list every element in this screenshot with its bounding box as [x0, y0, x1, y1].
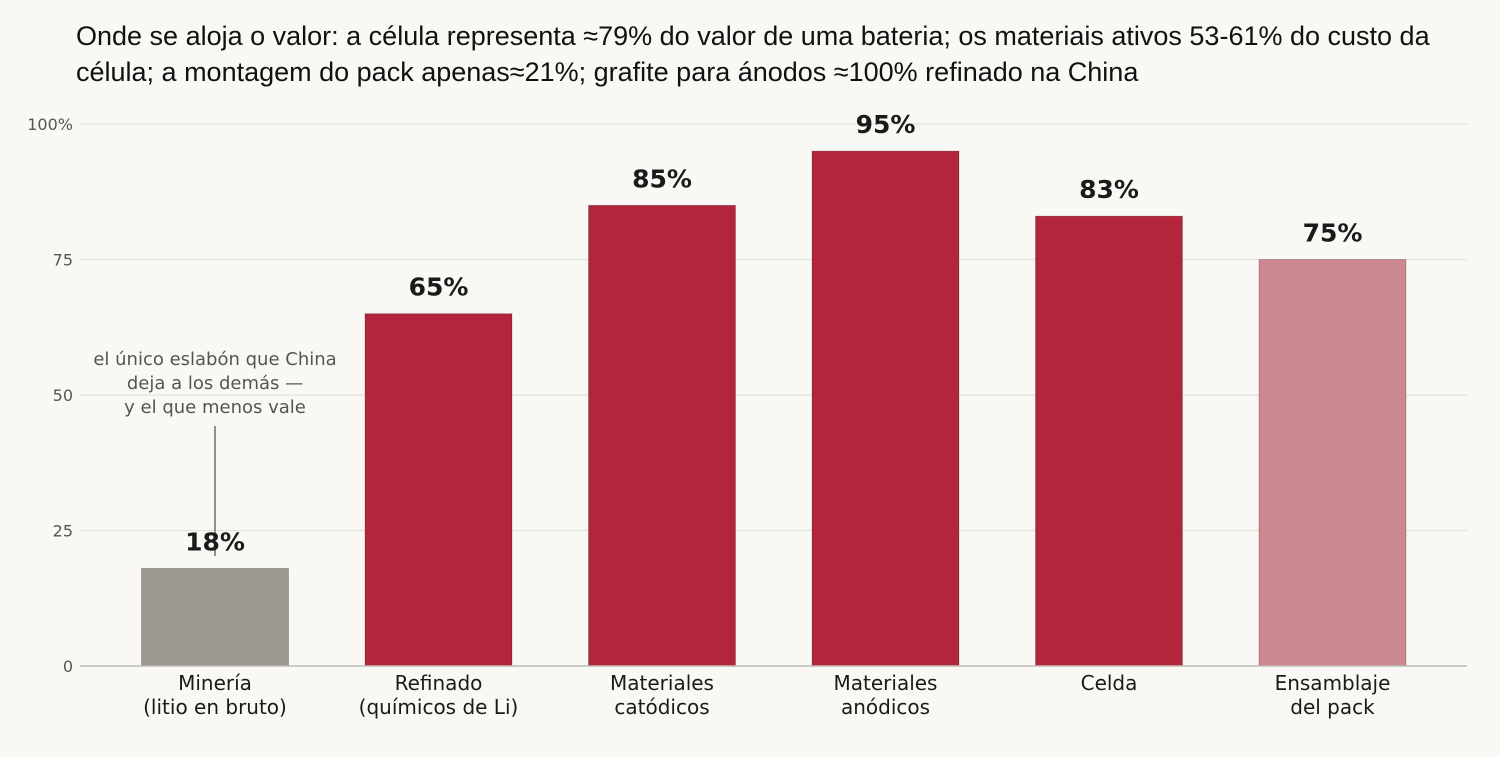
y-axis-tick-labels: 0 25 50 75 100% [27, 115, 73, 676]
y-tick-label: 75 [53, 251, 73, 270]
x-category-label: (litio en bruto) [143, 695, 287, 719]
y-tick-label: 25 [53, 522, 73, 541]
bar [588, 204, 736, 667]
x-category-label: Materiales [610, 671, 714, 695]
value-label: 65% [409, 273, 469, 302]
grid-lines [80, 123, 1467, 532]
annotation-text: el único eslabón que China [93, 349, 336, 370]
value-label: 95% [856, 110, 916, 139]
x-category-label: (químicos de Li) [359, 695, 519, 719]
value-label: 85% [632, 164, 692, 193]
value-label: 18% [185, 527, 245, 556]
x-category-label: anódicos [841, 695, 930, 719]
x-category-label: Minería [178, 671, 252, 695]
y-tick-label: 50 [53, 386, 73, 405]
x-category-label: Materiales [834, 671, 938, 695]
bar [1035, 215, 1183, 667]
x-category-label: catódicos [614, 695, 709, 719]
bar [1258, 259, 1407, 667]
bar [141, 568, 289, 667]
annotation-text: y el que menos vale [124, 397, 306, 418]
y-tick-label: 0 [63, 657, 73, 676]
bars [141, 150, 1407, 667]
value-labels: 18% 65% 85% 95% 83% 75% [185, 110, 1362, 556]
bar [364, 313, 513, 667]
value-label: 75% [1303, 219, 1363, 248]
x-category-label: Ensamblaje [1275, 671, 1391, 695]
bar [811, 150, 960, 667]
chart-title: Onde se aloja o valor: a célula represen… [76, 21, 1430, 87]
x-category-label: Refinado [395, 671, 483, 695]
annotation-text: deja a los demás — [127, 373, 303, 394]
y-tick-label: 100% [27, 115, 73, 134]
x-category-label: Celda [1081, 671, 1138, 695]
x-category-label: del pack [1290, 695, 1375, 719]
value-label: 83% [1079, 175, 1139, 204]
annotation: el único eslabón que China deja a los dem… [93, 349, 337, 556]
x-axis-category-labels: Minería(litio en bruto) Refinado(químicos… [143, 671, 1390, 719]
